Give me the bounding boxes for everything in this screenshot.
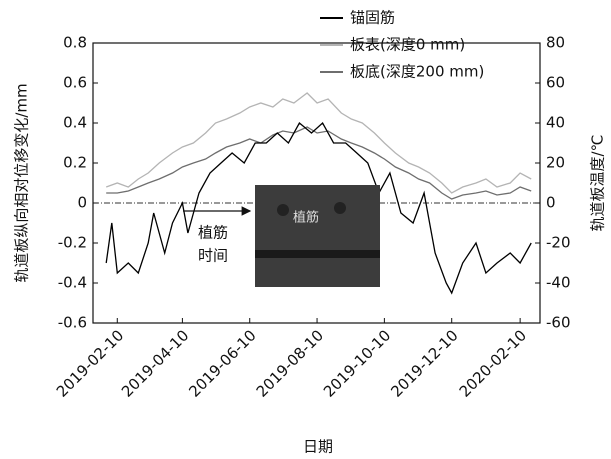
x-tick-label: 2020-02-10 <box>456 326 530 400</box>
x-tick-label: 2019-02-10 <box>53 326 127 400</box>
y2-axis-label: 轨道板温度/℃ <box>589 135 607 232</box>
x-tick-label: 2019-06-10 <box>185 326 259 400</box>
legend-label: 板表(深度0 mm) <box>350 36 465 54</box>
inset-photo: 植筋 <box>255 185 380 287</box>
series-line <box>106 126 532 200</box>
y-tick-label: 0.4 <box>63 114 87 132</box>
inset-image <box>255 185 380 287</box>
series-line <box>105 92 532 194</box>
annotation: 植筋 <box>198 224 228 242</box>
y2-tick-label: 20 <box>546 154 565 172</box>
series-line <box>105 121 532 295</box>
y-axis-label: 轨道板纵向相对位移变化/mm <box>13 83 31 282</box>
axes-frame <box>92 42 541 324</box>
y-tick-label: -0.6 <box>58 314 87 332</box>
y-tick-label: -0.2 <box>58 234 87 252</box>
y-tick-label: 0 <box>77 194 87 212</box>
inset-hole <box>334 202 346 214</box>
y-tick-label: -0.4 <box>58 274 87 292</box>
y2-tick-label: 0 <box>546 194 556 212</box>
y2-tick-label: 40 <box>546 114 565 132</box>
inset-rail <box>255 250 380 258</box>
inset-text: 植筋 <box>293 210 319 226</box>
x-tick-label: 2019-04-10 <box>118 326 192 400</box>
inset-hole <box>277 204 289 216</box>
x-axis-label: 日期 <box>303 438 333 456</box>
x-tick-label: 2019-10-10 <box>320 326 394 400</box>
y2-tick-label: -40 <box>546 274 571 292</box>
y2-tick-label: 80 <box>546 34 565 52</box>
legend-label: 锚固筋 <box>350 9 395 27</box>
legend-label: 板底(深度200 mm) <box>350 63 484 81</box>
y2-tick-label: 60 <box>546 74 565 92</box>
y-tick-label: 0.2 <box>63 154 87 172</box>
x-tick-label: 2019-08-10 <box>253 326 327 400</box>
y-tick-label: 0.8 <box>63 34 87 52</box>
annotation: 时间 <box>198 247 228 265</box>
x-tick-label: 2019-12-10 <box>387 326 461 400</box>
y2-tick-label: -20 <box>546 234 571 252</box>
y-tick-label: 0.6 <box>63 74 87 92</box>
y2-tick-label: -60 <box>546 314 571 332</box>
